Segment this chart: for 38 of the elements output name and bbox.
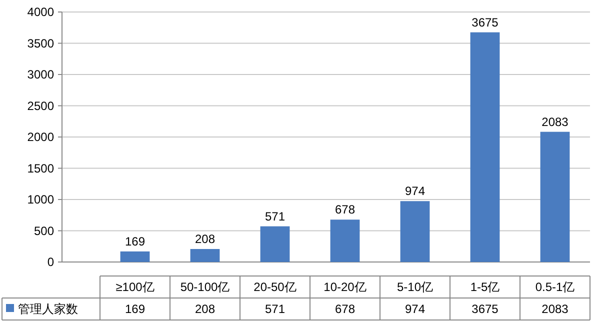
data-label: 678 (334, 302, 356, 316)
data-label: 208 (194, 302, 216, 316)
bar (400, 201, 430, 262)
y-tick-label: 4000 (27, 5, 54, 19)
y-tick-label: 0 (47, 255, 54, 269)
y-tick-label: 1500 (27, 161, 54, 176)
annotation: 208 (194, 232, 216, 246)
data-label: 169 (124, 302, 146, 316)
bar (120, 251, 150, 262)
annotation: 3675 (472, 15, 499, 30)
y-tick-label: 500 (34, 224, 54, 238)
data-label: 2083 (542, 302, 569, 316)
x-tick-label: 5-10亿 (396, 280, 434, 294)
annotation: 2083 (542, 114, 569, 129)
annotation: 974 (404, 184, 426, 198)
x-tick-label: 20-50亿 (254, 280, 296, 294)
annotation: 571 (264, 209, 286, 224)
x-tick-label: ≥100亿 (116, 280, 154, 294)
annotation: 169 (124, 234, 146, 248)
x-tick-label: 50-100亿 (180, 280, 230, 294)
x-tick-label: 1-5亿 (470, 280, 500, 294)
y-tick-label: 3000 (27, 68, 54, 82)
bar (260, 226, 290, 262)
bar (470, 32, 500, 262)
data-label: 571 (264, 302, 286, 316)
y-tick-label: 2500 (27, 98, 54, 113)
data-label: 3675 (472, 302, 499, 316)
annotation: 678 (334, 202, 356, 217)
bar (190, 249, 220, 262)
bar (330, 220, 360, 262)
legend-label: 管理人家数 (18, 302, 78, 316)
x-tick-label: 0.5-1亿 (535, 280, 575, 294)
y-tick-label: 2000 (27, 130, 54, 144)
x-tick-label: 10-20亿 (324, 280, 366, 294)
data-label: 974 (404, 302, 426, 316)
y-tick-label: 3500 (27, 36, 54, 50)
bar (540, 132, 570, 262)
y-tick-label: 1000 (27, 192, 54, 206)
